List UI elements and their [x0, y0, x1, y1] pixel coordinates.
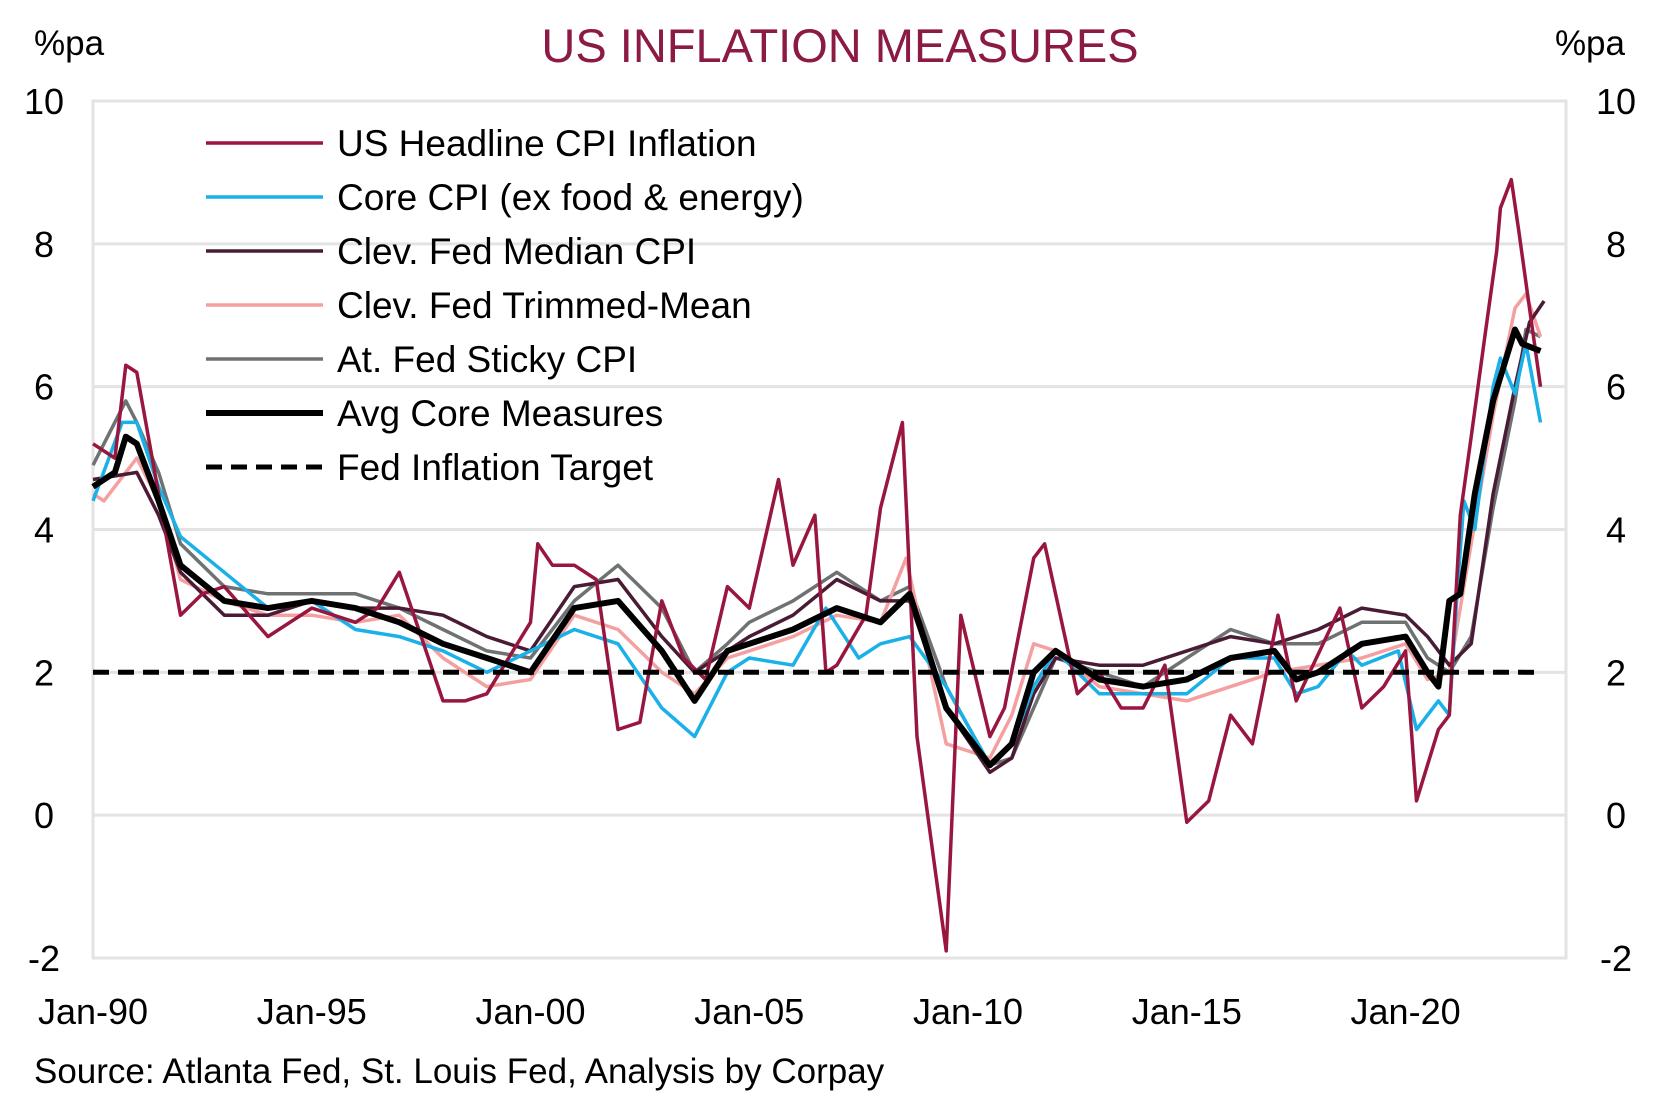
legend-label: Avg Core Measures — [337, 393, 663, 434]
series-line-0 — [92, 177, 1543, 953]
y-tick-label-left: -2 — [28, 938, 60, 979]
y-axis-label-left: %pa — [34, 24, 105, 63]
y-tick-label-right: 0 — [1606, 795, 1626, 836]
x-tick-label: Jan-20 — [1351, 991, 1461, 1032]
series-line-2 — [92, 300, 1546, 775]
x-tick-label: Jan-95 — [257, 991, 367, 1032]
y-tick-label-right: 4 — [1606, 510, 1626, 551]
y-tick-label-left: 0 — [34, 795, 54, 836]
y-tick-label-right: 2 — [1606, 652, 1626, 693]
y-tick-label-left: 10 — [24, 81, 64, 122]
series-line-1 — [91, 342, 1543, 767]
legend-label: Clev. Fed Trimmed-Mean — [337, 285, 752, 326]
source-note: Source: Atlanta Fed, St. Louis Fed, Anal… — [34, 1052, 885, 1091]
legend-label: At. Fed Sticky CPI — [337, 339, 637, 380]
y-tick-label-left: 4 — [34, 510, 54, 551]
series-line-5 — [91, 326, 1542, 769]
y-tick-label-right: 8 — [1606, 224, 1626, 265]
y-axis-label-right: %pa — [1555, 24, 1626, 63]
x-tick-label: Jan-00 — [475, 991, 585, 1032]
x-tick-label: Jan-10 — [913, 991, 1023, 1032]
chart-title: US INFLATION MEASURES — [541, 19, 1138, 72]
x-tick-label: Jan-05 — [694, 991, 804, 1032]
x-tick-label: Jan-15 — [1132, 991, 1242, 1032]
y-tick-label-right: -2 — [1600, 938, 1632, 979]
legend-label: Core CPI (ex food & energy) — [337, 177, 804, 218]
legend: US Headline CPI Inflation Core CPI (ex fo… — [206, 123, 804, 488]
y-tick-label-right: 10 — [1596, 81, 1636, 122]
y-tick-label-left: 2 — [34, 652, 54, 693]
legend-label: US Headline CPI Inflation — [337, 123, 757, 164]
y-tick-label-right: 6 — [1606, 367, 1626, 408]
y-tick-label-left: 8 — [34, 224, 54, 265]
legend-label: Clev. Fed Median CPI — [337, 231, 696, 272]
y-tick-label-left: 6 — [34, 367, 54, 408]
plot-area — [91, 99, 1568, 960]
legend-label: Fed Inflation Target — [337, 447, 654, 488]
x-tick-label: Jan-90 — [38, 991, 148, 1032]
